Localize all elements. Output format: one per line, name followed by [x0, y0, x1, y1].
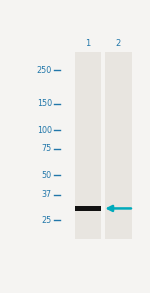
Text: 100: 100 [37, 126, 52, 134]
Text: 2: 2 [116, 39, 121, 47]
Text: 1: 1 [85, 39, 91, 47]
Text: 50: 50 [42, 171, 52, 180]
Bar [75, 52, 101, 239]
Text: 25: 25 [42, 216, 52, 225]
Text: 75: 75 [42, 144, 52, 153]
Text: 250: 250 [37, 66, 52, 75]
Text: 150: 150 [37, 99, 52, 108]
Bar [75, 206, 101, 211]
Bar [105, 52, 132, 239]
Text: 37: 37 [42, 190, 52, 199]
